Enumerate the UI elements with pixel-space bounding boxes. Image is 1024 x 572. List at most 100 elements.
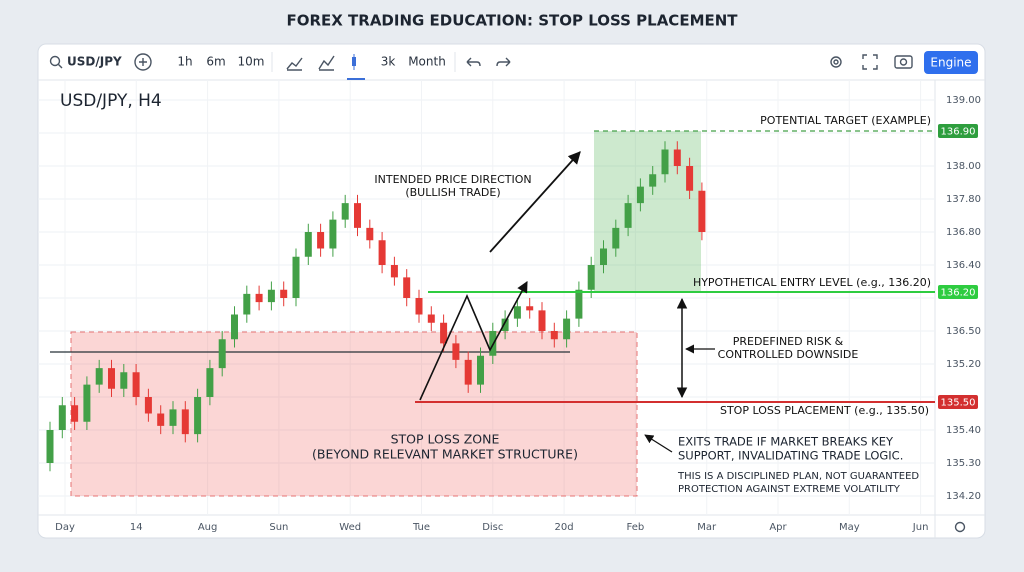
candle-body bbox=[194, 397, 202, 435]
search-icon-handle bbox=[58, 64, 63, 69]
disclaimer: THIS IS A DISCIPLINED PLAN, NOT GUARANTE… bbox=[677, 471, 919, 482]
candle-body bbox=[501, 318, 509, 331]
candle-body bbox=[71, 405, 79, 422]
candle-body bbox=[354, 203, 361, 228]
line-chart-button[interactable] bbox=[286, 57, 303, 71]
direction-label: INTENDED PRICE DIRECTION bbox=[374, 173, 531, 186]
symbol[interactable]: USD/JPY bbox=[67, 55, 122, 69]
candle-body bbox=[292, 256, 300, 298]
exit-pointer bbox=[644, 434, 673, 453]
candle-body bbox=[686, 166, 694, 191]
candle-body bbox=[390, 265, 398, 278]
candle-body bbox=[341, 203, 349, 220]
candle-body bbox=[427, 314, 435, 323]
candle-chart-button[interactable] bbox=[347, 54, 365, 80]
axis-settings-button[interactable] bbox=[954, 521, 966, 533]
x-axis-label: Sun bbox=[269, 522, 288, 533]
candle-body bbox=[317, 232, 325, 249]
candle-body bbox=[378, 240, 386, 265]
candle-body bbox=[206, 368, 214, 397]
candle-body bbox=[304, 232, 312, 257]
candle-body bbox=[403, 277, 411, 298]
target-tag bbox=[938, 124, 978, 138]
entry-tag-label: 136.20 bbox=[941, 288, 976, 299]
add-button[interactable] bbox=[134, 53, 152, 71]
x-axis-label: Feb bbox=[627, 522, 645, 533]
target-zone bbox=[594, 131, 701, 292]
candle-body bbox=[46, 430, 54, 463]
risk-label: PREDEFINED RISK & bbox=[733, 335, 844, 348]
candle-body bbox=[477, 355, 484, 385]
disclaimer: PROTECTION AGAINST EXTREME VOLATILITY bbox=[678, 484, 901, 495]
candle-body bbox=[612, 227, 620, 249]
candle-body bbox=[169, 409, 177, 426]
camera-lens bbox=[899, 58, 908, 66]
y-axis-label: 137.80 bbox=[946, 194, 981, 205]
settings-button[interactable] bbox=[830, 56, 842, 68]
target-tag-label: 136.90 bbox=[941, 127, 976, 138]
stop-tag bbox=[938, 395, 978, 409]
exit-label: SUPPORT, INVALIDATING TRADE LOGIC. bbox=[678, 449, 903, 463]
engine-button-label[interactable]: Engine bbox=[930, 56, 971, 70]
y-axis-label: 136.40 bbox=[946, 260, 981, 271]
candle-body bbox=[366, 227, 374, 241]
x-axis-label: Tue bbox=[412, 522, 430, 533]
candle-body bbox=[513, 306, 521, 319]
annotations: USD/JPY, H4 POTENTIAL TARGET (EXAMPLE) I… bbox=[60, 91, 978, 533]
y-axis-label: 136.80 bbox=[946, 227, 981, 238]
candle-body bbox=[661, 149, 669, 175]
candle-body bbox=[538, 310, 546, 331]
interval[interactable]: 6m bbox=[206, 55, 225, 69]
candle-body bbox=[108, 368, 115, 389]
range[interactable]: 3k bbox=[381, 55, 396, 69]
candle-body bbox=[231, 314, 238, 340]
candle-body bbox=[157, 413, 165, 426]
y-axis-label: 136.50 bbox=[946, 326, 981, 337]
y-axis-label: 135.20 bbox=[946, 359, 981, 370]
candle-body bbox=[243, 293, 251, 315]
candle-body bbox=[624, 203, 632, 228]
fullscreen-button[interactable] bbox=[862, 54, 878, 70]
candle-body bbox=[575, 289, 583, 319]
stop-label: STOP LOSS PLACEMENT (e.g., 135.50) bbox=[720, 404, 929, 417]
price-path-arrow bbox=[419, 281, 528, 401]
candle-body bbox=[132, 372, 140, 397]
range[interactable]: Month bbox=[408, 55, 446, 69]
zone-label: (BEYOND RELEVANT MARKET STRUCTURE) bbox=[312, 447, 578, 462]
add-icon bbox=[139, 58, 147, 66]
settings-icon-core bbox=[833, 59, 839, 65]
x-axis-label: Aug bbox=[198, 522, 218, 533]
screenshot-button[interactable] bbox=[894, 55, 913, 69]
x-axis-label: Jun bbox=[912, 522, 929, 533]
undo-button[interactable] bbox=[466, 57, 481, 67]
candle-body bbox=[464, 359, 472, 385]
candle-body bbox=[95, 368, 103, 385]
candle-body bbox=[563, 318, 571, 340]
candle-body bbox=[600, 248, 607, 265]
x-axis-label: Day bbox=[55, 522, 75, 533]
exit-label: EXITS TRADE IF MARKET BREAKS KEY bbox=[678, 435, 894, 449]
candle-body bbox=[452, 343, 460, 360]
engine-button[interactable] bbox=[924, 51, 978, 74]
candle-body bbox=[649, 174, 657, 187]
candles bbox=[46, 141, 706, 472]
risk-label: CONTROLLED DOWNSIDE bbox=[718, 348, 859, 361]
candle-body bbox=[144, 397, 152, 414]
search-icon[interactable] bbox=[49, 55, 61, 67]
candle-body bbox=[636, 186, 644, 204]
area-chart-button[interactable] bbox=[318, 55, 335, 71]
interval[interactable]: 1h bbox=[177, 55, 192, 69]
y-axis-label: 134.20 bbox=[946, 491, 981, 502]
redo-button[interactable] bbox=[496, 57, 511, 67]
entry-label: HYPOTHETICAL ENTRY LEVEL (e.g., 136.20) bbox=[693, 276, 931, 289]
stop-tag-label: 135.50 bbox=[941, 398, 976, 409]
x-axis-label: Mar bbox=[697, 522, 717, 533]
zones bbox=[50, 131, 701, 497]
target-label: POTENTIAL TARGET (EXAMPLE) bbox=[760, 114, 931, 127]
interval[interactable]: 10m bbox=[238, 55, 265, 69]
direction-label: (BULLISH TRADE) bbox=[405, 186, 500, 199]
y-axis-label: 135.40 bbox=[946, 425, 981, 436]
x-axis-label: Wed bbox=[339, 522, 361, 533]
candle-body bbox=[329, 219, 337, 249]
